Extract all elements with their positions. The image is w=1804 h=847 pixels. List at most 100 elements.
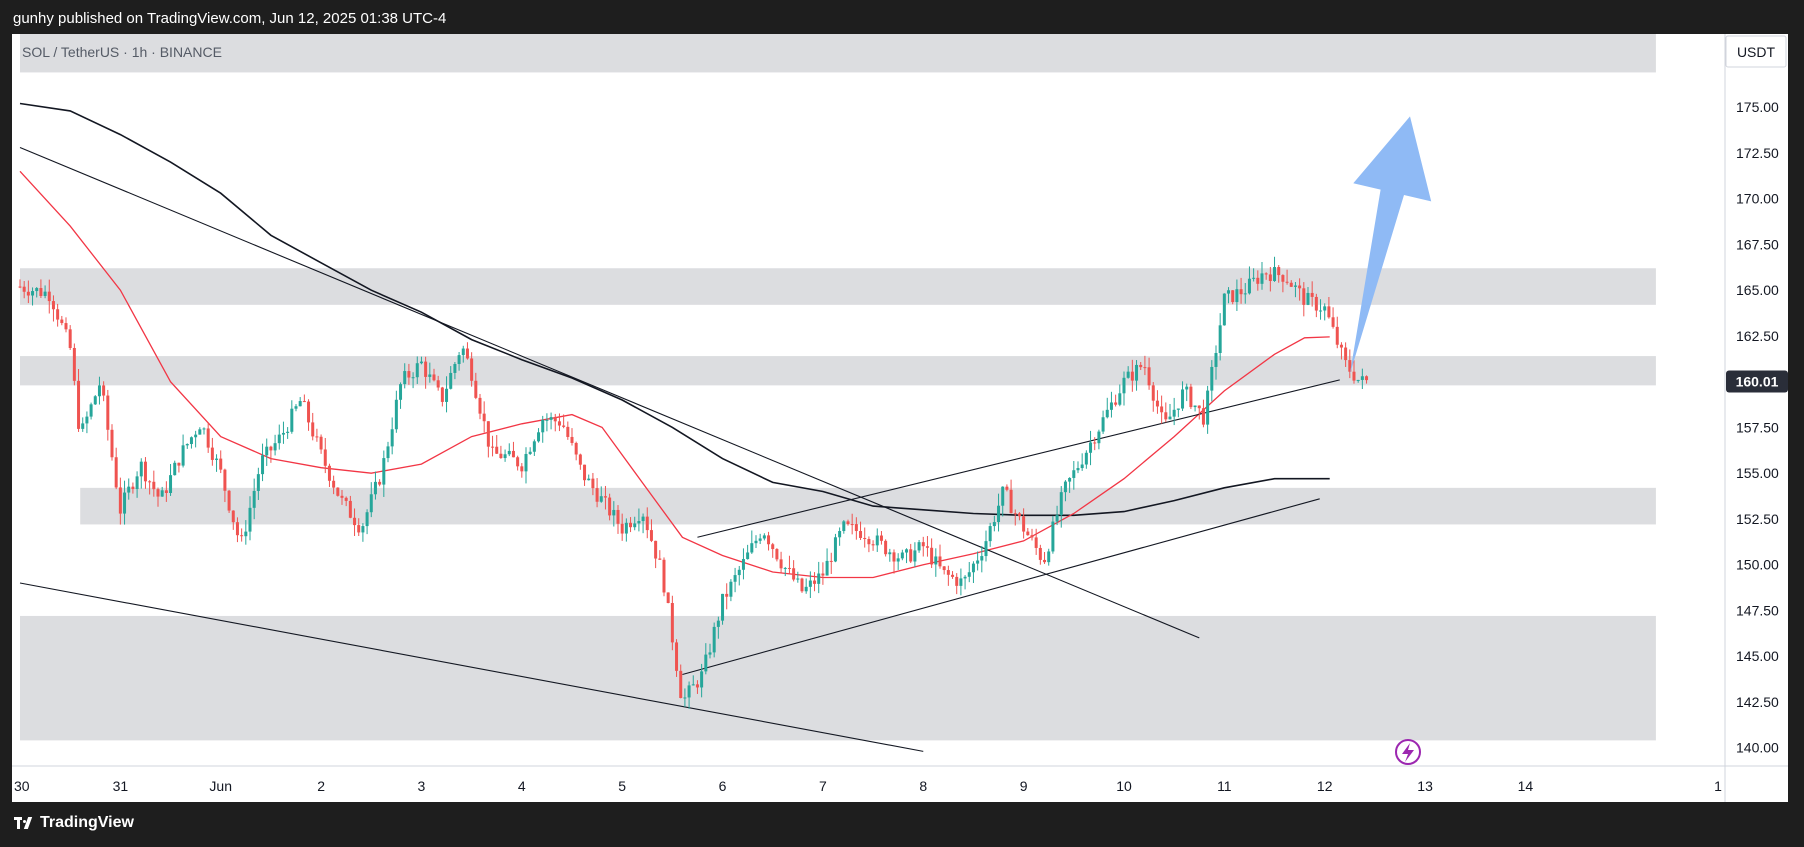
candle-body	[1135, 364, 1139, 381]
candle-body	[499, 453, 503, 459]
candle-body	[942, 566, 946, 571]
candle-body	[608, 497, 612, 516]
lightning-icon-bolt	[1402, 743, 1414, 762]
y-tick-label: 150.00	[1736, 557, 1779, 573]
tradingview-logo[interactable]: TradingView	[14, 814, 134, 832]
candle-body	[925, 546, 929, 548]
candle-body	[649, 530, 653, 541]
candle-body	[1001, 486, 1005, 506]
candle-body	[1310, 292, 1314, 297]
candle-body	[896, 558, 900, 562]
candle-body	[1017, 513, 1021, 517]
candle-body	[382, 458, 386, 485]
candle-body	[202, 428, 206, 430]
candle-body	[77, 380, 81, 429]
candle-body	[1122, 377, 1126, 394]
candle-body	[1080, 464, 1084, 469]
candle-body	[624, 522, 628, 534]
candle-body	[1243, 293, 1247, 295]
trendline-3[interactable]	[697, 379, 1340, 538]
x-tick-label: 3	[418, 778, 426, 794]
candle-body	[913, 550, 917, 562]
candle-body	[35, 288, 39, 292]
candle-body	[1051, 521, 1055, 552]
candle-body	[311, 422, 315, 437]
x-tick-label: 7	[819, 778, 827, 794]
candle-body	[369, 494, 373, 513]
candle-body	[1227, 290, 1231, 294]
y-tick-label: 145.00	[1736, 648, 1779, 664]
x-tick-label: 13	[1417, 778, 1433, 794]
trendline-0[interactable]	[19, 146, 1200, 639]
candle-body	[633, 523, 637, 528]
candle-body	[1214, 352, 1218, 367]
candle-body	[478, 397, 482, 414]
candle-body	[963, 576, 967, 579]
candle-body	[18, 286, 22, 288]
y-tick-label: 172.50	[1736, 145, 1779, 161]
candle-body	[629, 522, 633, 528]
candle-body	[85, 416, 89, 424]
candle-body	[1247, 278, 1251, 294]
candle-body	[181, 445, 185, 466]
candle-body	[683, 697, 687, 699]
candle-body	[261, 455, 265, 475]
candle-body	[131, 486, 135, 490]
candle-body	[863, 537, 867, 540]
candle-body	[905, 549, 909, 553]
candle-body	[26, 291, 30, 296]
lightning-icon[interactable]	[1395, 739, 1421, 765]
candle-body	[762, 535, 766, 539]
candle-body	[1289, 282, 1293, 287]
candle-body	[286, 431, 290, 433]
candle-body	[1059, 492, 1063, 516]
candle-body	[419, 361, 423, 364]
candle-body	[72, 347, 76, 381]
trendline-1[interactable]	[19, 582, 924, 752]
candle-body	[938, 556, 942, 567]
candle-body	[269, 446, 273, 451]
last-price-tag: 160.01	[1726, 370, 1788, 393]
candle-body	[106, 395, 110, 430]
candle-body	[574, 442, 578, 455]
candle-body	[992, 522, 996, 527]
candle-body	[875, 535, 879, 546]
currency-button[interactable]	[1725, 35, 1787, 68]
candle-body	[637, 521, 641, 524]
candle-body	[365, 512, 369, 527]
y-tick-label: 140.00	[1736, 740, 1779, 756]
candle-body	[976, 560, 980, 564]
candle-body	[89, 404, 93, 417]
candle-body	[537, 432, 541, 442]
price-chart[interactable]: 175.00 172.50 170.00 167.50 165.00 162.50 157.…	[12, 34, 1788, 802]
candle-body	[767, 535, 771, 545]
x-tick-label: 31	[113, 778, 129, 794]
candle-body	[177, 462, 181, 466]
candle-body	[813, 580, 817, 584]
candle-body	[240, 535, 244, 537]
symbol-label: SOL / TetherUS · 1h · BINANCE	[22, 44, 222, 60]
candle-body	[440, 387, 444, 402]
candle-body	[290, 408, 294, 432]
candle-body	[1022, 516, 1026, 532]
ma-long-line	[19, 102, 1330, 517]
candle-body	[1193, 405, 1197, 408]
candle-body	[783, 567, 787, 569]
candle-body	[1109, 402, 1113, 410]
bullish-arrow-icon[interactable]	[1349, 116, 1432, 375]
x-tick-label: 9	[1020, 778, 1028, 794]
candle-body	[118, 487, 122, 514]
candle-body	[700, 671, 704, 688]
candle-body	[909, 549, 913, 562]
candle-body	[277, 434, 281, 444]
trendline-2[interactable]	[682, 498, 1320, 676]
candle-body	[1331, 317, 1335, 327]
candle-body	[884, 540, 888, 555]
candle-body	[47, 291, 51, 302]
x-tick-label: 2	[317, 778, 325, 794]
chart-area[interactable]: 175.00 172.50 170.00 167.50 165.00 162.50 157.…	[12, 34, 1788, 802]
candle-body	[56, 309, 60, 320]
candle-body	[1034, 537, 1038, 548]
price-scale-background	[1725, 34, 1788, 802]
candle-body	[804, 586, 808, 592]
